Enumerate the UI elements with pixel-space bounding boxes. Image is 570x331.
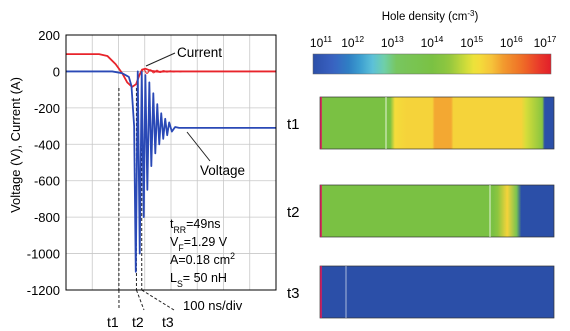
hole-density-rows: t1 t2 t3 (287, 96, 555, 319)
series-line-voltage (66, 70, 276, 273)
colorbar-title: Hole density (cm-3) (382, 9, 479, 24)
series-lines (66, 53, 276, 273)
current-ringing (141, 68, 184, 74)
y-tick-label: -800 (34, 210, 60, 225)
parameter-0: tRR=49ns (170, 217, 221, 235)
marker-label-t1: t1 (107, 314, 119, 330)
y-tick-label: -1200 (27, 283, 60, 298)
row-label-t2: t2 (287, 204, 300, 221)
y-tick-label: -1000 (27, 247, 60, 262)
colorbar-tick-label: 1015 (460, 34, 483, 50)
time-scale-label: 100 ns/div (183, 298, 243, 313)
marker-label-t3: t3 (162, 314, 174, 330)
colorbar-tick-label: 1011 (310, 34, 332, 50)
row-label-t1: t1 (287, 116, 300, 133)
marker-leader-t3 (141, 289, 175, 311)
marker-label-t2: t2 (132, 314, 144, 330)
parameter-3: LS= 50 nH (170, 271, 227, 289)
y-tick-label: 200 (38, 28, 60, 43)
y-tick-label: -600 (34, 174, 60, 189)
plot-frame (65, 34, 277, 291)
colorbar-tick-label: 1013 (381, 34, 404, 50)
current-leader (145, 52, 176, 67)
colorbar (312, 53, 552, 75)
colorbar-tick-label: 1014 (421, 34, 444, 50)
voltage-label: Voltage (200, 163, 245, 178)
row-label-t3: t3 (287, 285, 300, 302)
colorbar-tick-label: 1017 (534, 34, 557, 50)
y-tick-label: 0 (53, 64, 60, 79)
series-labels: Current Voltage (145, 45, 245, 178)
axes: 200 0 -200 -400 -600 -800 -1000 -1200 (27, 28, 277, 298)
parameter-2: A=0.18 cm2 (170, 251, 235, 267)
y-tick-label: -400 (34, 137, 60, 152)
density-row-t1 (319, 96, 555, 150)
y-axis-label: Voltage (V), Current (A) (8, 77, 23, 213)
colorbar-ticks: 1011 1012 1013 1014 1015 1016 1017 (310, 34, 557, 50)
density-row-t2 (319, 184, 555, 238)
colorbar-tick-label: 1012 (341, 34, 364, 50)
marker-leader-t2 (135, 289, 145, 311)
colorbar-tick-label: 1016 (500, 34, 523, 50)
parameter-1: VF=1.29 V (170, 235, 228, 253)
voltage-leader (186, 131, 211, 162)
y-tick-label: -200 (34, 101, 60, 116)
grid (66, 35, 276, 290)
density-row-t3 (319, 265, 555, 319)
current-label: Current (177, 45, 222, 60)
